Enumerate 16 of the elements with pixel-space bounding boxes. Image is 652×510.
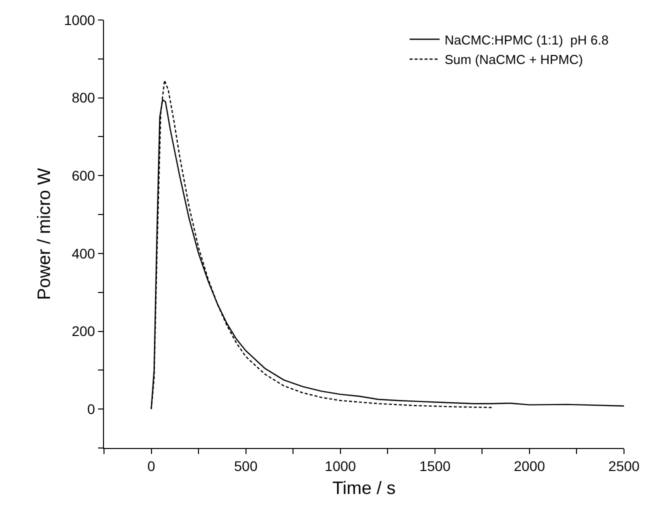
x-axis-title: Time / s — [332, 478, 396, 498]
y-tick-label: 200 — [72, 323, 96, 340]
y-axis-title: Power / micro W — [34, 168, 54, 300]
legend-label: NaCMC:HPMC (1:1) pH 6.8 — [444, 32, 609, 48]
y-tick-label: 400 — [72, 245, 96, 262]
y-tick-label: 600 — [72, 168, 96, 184]
y-tick-label: 1000 — [64, 12, 96, 28]
x-tick-label: 1000 — [324, 458, 356, 474]
x-tick-label: 2500 — [608, 458, 640, 474]
legend-label: Sum (NaCMC + HPMC) — [444, 52, 583, 68]
x-tick-label: 2000 — [514, 458, 546, 474]
y-tick-label: 0 — [87, 400, 96, 417]
y-tick-label: 800 — [72, 90, 96, 106]
x-tick-label: 500 — [234, 458, 258, 474]
x-tick-label: 0 — [147, 458, 156, 474]
x-tick-label: 1500 — [419, 458, 451, 474]
